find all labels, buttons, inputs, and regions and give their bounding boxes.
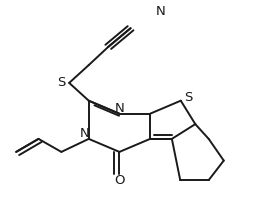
Text: N: N <box>156 5 165 18</box>
Text: O: O <box>114 174 125 187</box>
Text: N: N <box>115 102 124 115</box>
Text: S: S <box>184 91 192 104</box>
Text: N: N <box>80 127 89 140</box>
Text: S: S <box>57 76 66 89</box>
